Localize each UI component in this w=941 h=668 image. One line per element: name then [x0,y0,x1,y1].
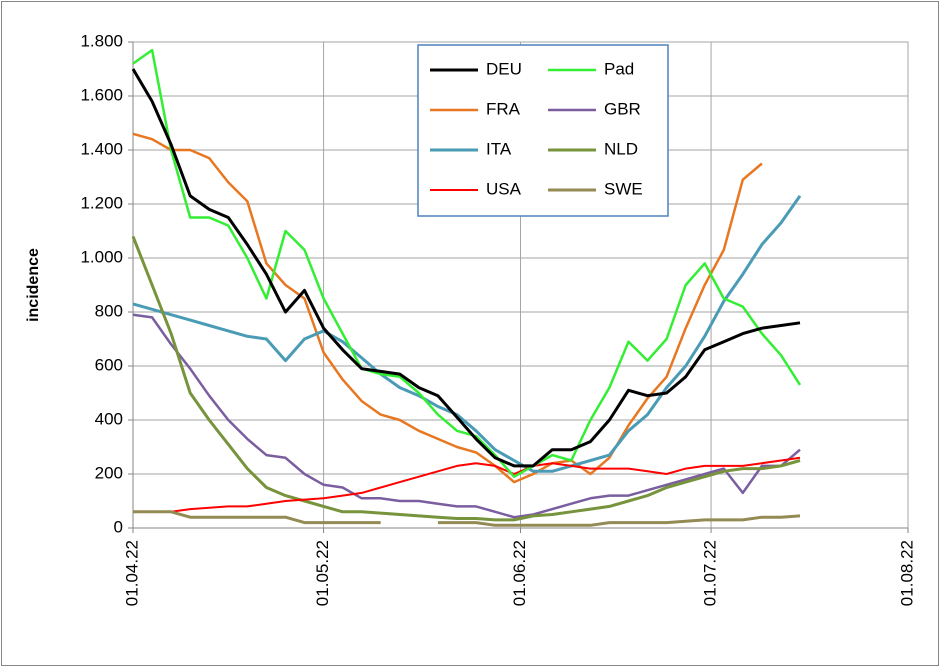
legend-label: NLD [604,139,638,158]
y-tick-label: 1.400 [80,139,123,158]
legend-box [417,44,669,217]
legend-label: SWE [604,179,643,198]
series-line [132,195,802,473]
y-tick-label: 1.600 [80,85,123,104]
y-tick-label: 1.200 [80,193,123,212]
legend-label: ITA [486,139,512,158]
legend-label: USA [486,179,522,198]
x-tick-label: 01.04.22 [122,540,141,606]
legend-label: GBR [604,99,641,118]
series-line [131,235,801,522]
series-line [133,510,801,527]
x-tick-label: 01.08.22 [897,540,916,606]
y-tick-label: 600 [95,355,123,374]
series-line [132,48,802,478]
y-tick-label: 1.000 [80,247,123,266]
y-tick-label: 200 [95,463,123,482]
x-tick-label: 01.07.22 [701,540,720,606]
series-line [131,68,801,468]
y-tick-label: 800 [95,301,123,320]
legend-label: DEU [486,59,522,78]
series-line [132,132,763,484]
y-tick-label: 1.800 [80,31,123,50]
x-tick-label: 01.05.22 [313,540,332,606]
legend-label: Pad [604,59,634,78]
legend-label: FRA [486,99,521,118]
series-line [132,313,801,519]
x-tick-label: 01.06.22 [510,540,529,606]
series-line [133,456,801,513]
y-axis-title: incidence [25,248,42,322]
y-tick-label: 0 [114,517,123,536]
y-tick-label: 400 [95,409,123,428]
